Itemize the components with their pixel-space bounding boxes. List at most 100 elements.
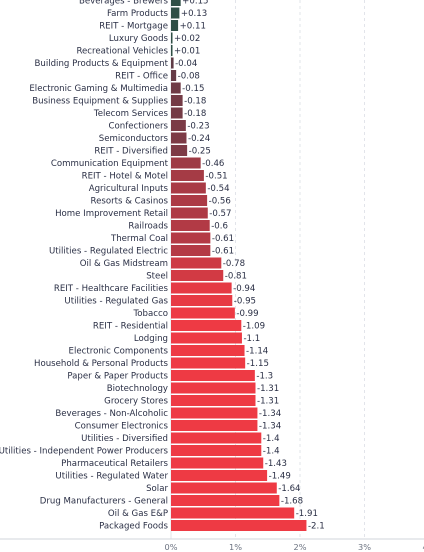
- category-label: Grocery Stores: [104, 397, 168, 407]
- category-label: Luxury Goods: [109, 34, 169, 44]
- bar[interactable]: [171, 207, 208, 219]
- bar[interactable]: [171, 345, 245, 356]
- category-label: Electronic Gaming & Multimedia: [29, 84, 168, 94]
- data-label: -0.61: [212, 234, 234, 244]
- category-label: REIT - Diversified: [94, 147, 168, 157]
- data-label: -0.81: [225, 272, 247, 282]
- data-label: -0.95: [234, 297, 256, 307]
- category-label: Thermal Coal: [110, 234, 168, 244]
- category-label: Beverages - Brewers: [79, 0, 169, 7]
- bar[interactable]: [171, 120, 186, 131]
- category-label: Resorts & Casinos: [91, 197, 169, 207]
- bar[interactable]: [171, 295, 233, 306]
- category-label: Utilities - Diversified: [81, 434, 168, 444]
- category-label: Packaged Foods: [99, 522, 168, 532]
- bar[interactable]: [171, 245, 211, 256]
- bar[interactable]: [171, 445, 262, 456]
- bar[interactable]: [171, 170, 204, 181]
- bar[interactable]: [171, 70, 177, 81]
- category-label: Utilities - Regulated Gas: [64, 297, 168, 307]
- data-label: -0.23: [187, 122, 209, 132]
- bar[interactable]: [171, 95, 183, 106]
- bar[interactable]: [171, 232, 211, 244]
- category-label: Railroads: [128, 222, 168, 232]
- data-label: -0.08: [178, 72, 200, 82]
- data-label: -1.09: [243, 322, 265, 332]
- category-label: Steel: [146, 272, 168, 282]
- bar[interactable]: [171, 507, 295, 519]
- bar[interactable]: [171, 307, 235, 319]
- bar[interactable]: [171, 132, 187, 144]
- bar[interactable]: [171, 495, 280, 506]
- category-label: Agricultural Inputs: [89, 184, 169, 194]
- data-label: -1.3: [256, 372, 273, 382]
- data-label: -0.61: [212, 247, 234, 257]
- bar[interactable]: [171, 457, 264, 469]
- data-label: -0.54: [207, 184, 229, 194]
- category-label: Building Products & Equipment: [34, 59, 168, 69]
- category-label: Beverages - Non-Alcoholic: [55, 409, 168, 419]
- category-label: Farm Products: [107, 9, 169, 19]
- category-label: Drug Manufacturers - General: [40, 497, 168, 507]
- bar[interactable]: [171, 370, 255, 381]
- bar[interactable]: [171, 382, 256, 394]
- data-label: -1.34: [259, 422, 281, 432]
- bar[interactable]: [171, 0, 181, 6]
- bar[interactable]: [171, 257, 222, 269]
- bar[interactable]: [171, 270, 224, 281]
- x-tick-label: 1%: [229, 542, 242, 552]
- x-tick-label: 2%: [294, 542, 307, 552]
- bar[interactable]: [171, 7, 180, 19]
- category-label: REIT - Healthcare Facilities: [54, 284, 169, 294]
- category-label: Utilities - Regulated Electric: [49, 247, 168, 257]
- data-label: +0.02: [174, 34, 200, 44]
- bar[interactable]: [171, 470, 268, 481]
- category-label: Utilities - Independent Power Producers: [0, 447, 169, 457]
- bar[interactable]: [171, 182, 206, 194]
- category-label: REIT - Hotel & Motel: [82, 172, 168, 182]
- bar[interactable]: [171, 57, 174, 69]
- bar[interactable]: [171, 32, 173, 44]
- data-label: -0.6: [211, 222, 228, 232]
- data-label: -0.18: [184, 97, 206, 107]
- category-label: Biotechnology: [107, 384, 168, 394]
- bar[interactable]: [171, 282, 232, 294]
- data-label: -0.25: [189, 147, 211, 157]
- category-label: Electronic Components: [69, 347, 169, 357]
- bar[interactable]: [171, 520, 307, 531]
- bar[interactable]: [171, 82, 181, 94]
- bar[interactable]: [171, 482, 277, 494]
- data-label: -1.31: [257, 384, 279, 394]
- bar[interactable]: [171, 395, 256, 406]
- data-label: -1.43: [265, 459, 287, 469]
- bar[interactable]: [171, 107, 183, 119]
- data-label: +0.01: [174, 47, 200, 57]
- bar[interactable]: [171, 45, 173, 56]
- x-axis-ticks: 0% 1% 2% 3% 4%: [165, 542, 424, 552]
- data-label: -0.51: [205, 172, 227, 182]
- bar[interactable]: [171, 195, 208, 206]
- data-label: -1.68: [281, 497, 303, 507]
- data-label: -1.91: [296, 509, 318, 519]
- data-label: -1.14: [246, 347, 268, 357]
- category-label: REIT - Residential: [93, 322, 168, 332]
- category-label: Business Equipment & Supplies: [32, 97, 168, 107]
- bar[interactable]: [171, 432, 262, 444]
- bar[interactable]: [171, 420, 258, 431]
- data-label: -1.4: [263, 434, 280, 444]
- category-label: Telecom Services: [93, 109, 169, 119]
- category-label: Oil & Gas E&P: [108, 509, 168, 519]
- data-label: -1.31: [257, 397, 279, 407]
- category-label: REIT - Mortgage: [99, 22, 168, 32]
- data-label: -0.57: [209, 209, 231, 219]
- bar[interactable]: [171, 157, 201, 169]
- bar[interactable]: [171, 332, 242, 344]
- bar[interactable]: [171, 20, 179, 31]
- bar[interactable]: [171, 407, 258, 419]
- bar[interactable]: [171, 220, 210, 231]
- bar[interactable]: [171, 145, 188, 156]
- category-label: Recreational Vehicles: [76, 47, 168, 57]
- bar[interactable]: [171, 320, 242, 331]
- category-label: Oil & Gas Midstream: [80, 259, 168, 269]
- bar[interactable]: [171, 357, 246, 369]
